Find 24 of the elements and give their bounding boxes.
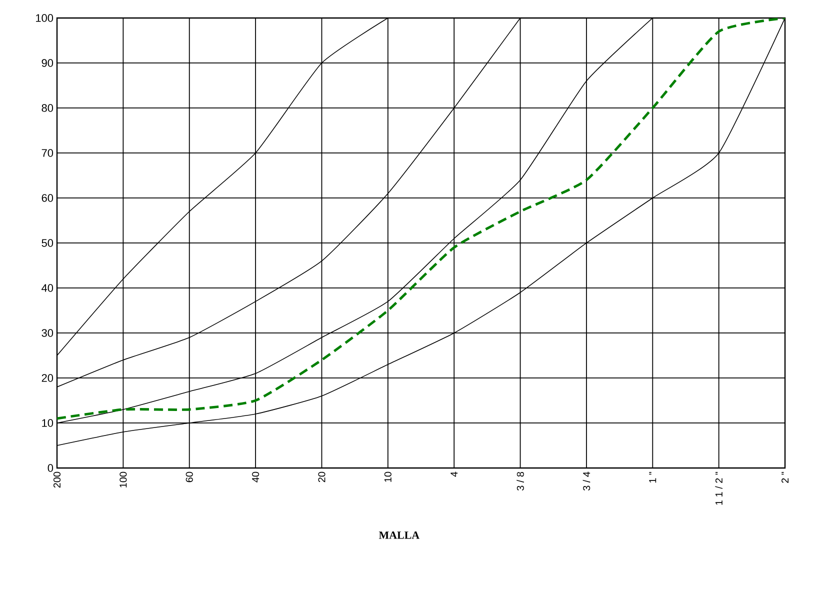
x-tick-label: 1 1 / 2 " [715, 472, 722, 505]
y-tick-label: 50 [42, 239, 54, 247]
x-tick-label: 10 [384, 472, 392, 482]
x-tick-label: 3 / 8 [516, 472, 524, 491]
x-tick-label: 2 " [782, 472, 788, 483]
x-axis-title: MALLA [378, 532, 420, 539]
x-tick-label: 40 [252, 472, 260, 482]
y-tick-label: 40 [42, 284, 54, 292]
y-tick-label: 90 [42, 59, 54, 67]
x-tick-label: 100 [120, 472, 127, 488]
y-tick-label: 70 [42, 149, 54, 157]
y-tick-label: 20 [42, 374, 54, 382]
y-tick-label: 60 [42, 194, 54, 202]
x-tick-label: 3 / 4 [582, 472, 590, 491]
x-tick-label: 4 [450, 472, 458, 477]
y-tick-label: 0 [48, 464, 54, 472]
y-tick-label: 80 [42, 104, 54, 112]
x-tick-label: 60 [186, 472, 193, 482]
y-tick-label: 100 [36, 14, 54, 22]
x-tick-label: 20 [318, 472, 326, 482]
y-tick-label: 30 [42, 329, 54, 337]
x-tick-label: 200 [53, 472, 61, 488]
y-tick-label: 10 [42, 419, 54, 427]
x-tick-label: 1 " [649, 472, 656, 483]
